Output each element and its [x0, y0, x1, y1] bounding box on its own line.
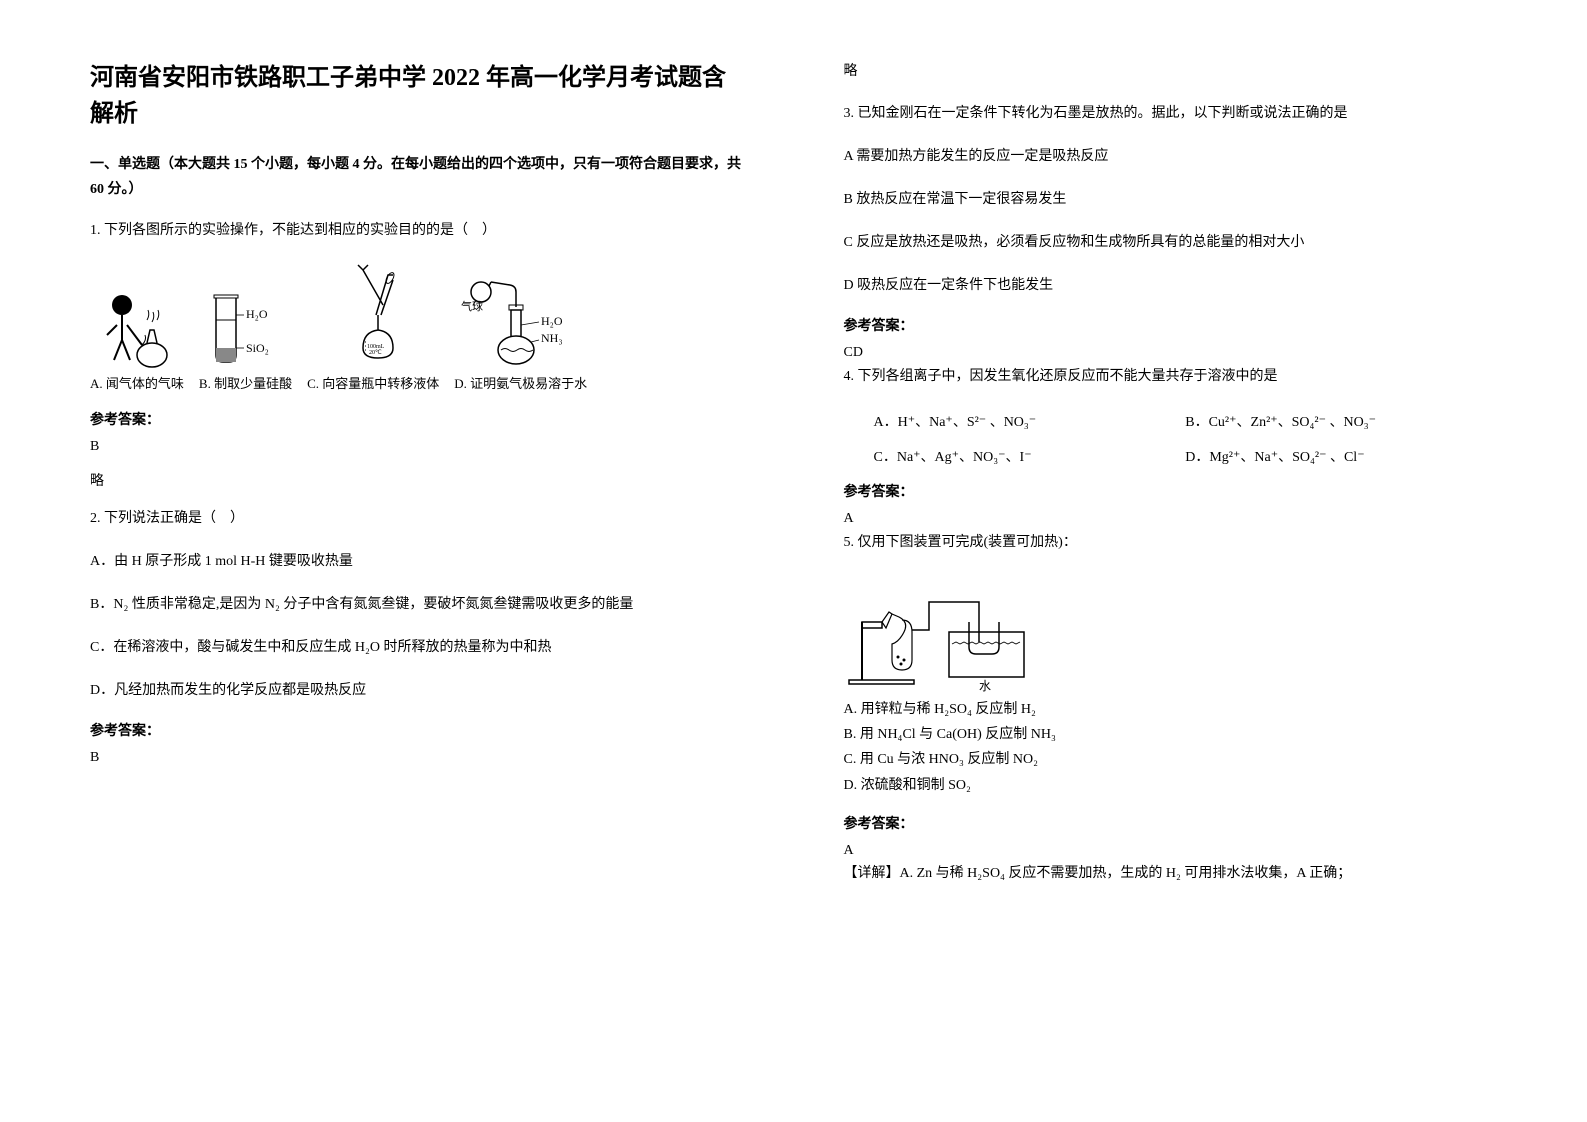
svg-text:20℃: 20℃	[369, 350, 382, 356]
q3-opt-a: A 需要加热方能发生的反应一定是吸热反应	[844, 143, 1498, 171]
question-3: 3. 已知金刚石在一定条件下转化为石墨是放热的。据此，以下判断或说法正确的是	[844, 100, 1498, 128]
question-text: 2. 下列说法正确是（ ）	[90, 511, 244, 526]
section-header: 一、单选题（本大题共 15 个小题，每小题 4 分。在每小题给出的四个选项中，只…	[90, 152, 744, 202]
q5-opt-a: A. 用锌粒与稀 H₂SO₄ 反应制 H₂	[844, 697, 1498, 722]
opt-b-label: 制取少量硅酸	[214, 376, 292, 391]
q2-opt-d: D．凡经加热而发生的化学反应都是吸热反应	[90, 677, 744, 705]
q1-images: A. 闻气体的气味 H₂O SiO₂ B. 制取少量硅酸	[90, 260, 744, 393]
q2-opt-c: C．在稀溶液中，酸与碱发生中和反应生成 H₂O 时所释放的热量称为中和热	[90, 634, 744, 662]
water-label: 水	[979, 679, 991, 692]
q1-answer: B	[90, 439, 744, 455]
question-text: 5. 仅用下图装置可完成(装置可加热)：	[844, 535, 1077, 550]
q4-opt-c: C．Na⁺、Ag⁺、NO₃⁻、I⁻	[844, 446, 1186, 466]
h2o-label: H₂O	[246, 307, 268, 321]
left-column: 河南省安阳市铁路职工子弟中学 2022 年高一化学月考试题含解析 一、单选题（本…	[0, 0, 794, 1122]
flask-transfer-icon: 100mL 20℃	[328, 260, 418, 370]
question-text: 4. 下列各组离子中，因发生氧化还原反应而不能大量共存于溶液中的是	[844, 369, 1278, 384]
h2o-label-d: H₂O	[541, 314, 563, 328]
answer-label: 参考答案：	[90, 409, 744, 429]
q4-opt-d: D．Mg²⁺、Na⁺、SO₄²⁻ 、Cl⁻	[1185, 446, 1497, 466]
q4-opt-a: A．H⁺、Na⁺、S²⁻ 、NO₃⁻	[844, 411, 1186, 431]
question-1: 1. 下列各图所示的实验操作，不能达到相应的实验目的的是（ ）	[90, 217, 744, 245]
opt-c-label: 向容量瓶中转移液体	[322, 376, 439, 391]
q3-answer: CD	[844, 345, 1498, 361]
answer-label: 参考答案：	[90, 720, 744, 740]
q1-option-b: H₂O SiO₂ B. 制取少量硅酸	[199, 270, 292, 393]
q4-opt-b: B．Cu²⁺、Zn²⁺、SO₄²⁻ 、NO₃⁻	[1185, 411, 1497, 431]
answer-label: 参考答案：	[844, 315, 1498, 335]
question-4: 4. 下列各组离子中，因发生氧化还原反应而不能大量共存于溶液中的是	[844, 363, 1498, 391]
q3-note: 略	[844, 60, 1498, 80]
q5-opt-d: D. 浓硫酸和铜制 SO₂	[844, 773, 1498, 798]
q4-row1: A．H⁺、Na⁺、S²⁻ 、NO₃⁻ B．Cu²⁺、Zn²⁺、SO₄²⁻ 、NO…	[844, 411, 1498, 431]
q1-option-a: A. 闻气体的气味	[90, 270, 184, 393]
q2-answer: B	[90, 750, 744, 766]
q5-answer: A	[844, 843, 1498, 859]
test-tube-icon: H₂O SiO₂	[206, 270, 286, 370]
q2-opt-a: A．由 H 原子形成 1 mol H-H 键要吸收热量	[90, 548, 744, 576]
question-text: 1. 下列各图所示的实验操作，不能达到相应的实验目的的是（ ）	[90, 223, 496, 238]
question-5: 5. 仅用下图装置可完成(装置可加热)：	[844, 529, 1498, 557]
q3-opt-b: B 放热反应在常温下一定很容易发生	[844, 186, 1498, 214]
q2-opt-b: B．N₂ 性质非常稳定,是因为 N₂ 分子中含有氮氮叁键，要破坏氮氮叁键需吸收更…	[90, 591, 744, 619]
q1-note: 略	[90, 470, 744, 490]
q4-answer: A	[844, 511, 1498, 527]
q4-row2: C．Na⁺、Ag⁺、NO₃⁻、I⁻ D．Mg²⁺、Na⁺、SO₄²⁻ 、Cl⁻	[844, 446, 1498, 466]
q5-opt-c: C. 用 Cu 与浓 HNO₃ 反应制 NO₂	[844, 747, 1498, 772]
question-2: 2. 下列说法正确是（ ）	[90, 505, 744, 533]
q3-opt-c: C 反应是放热还是吸热，必须看反应物和生成物所具有的总能量的相对大小	[844, 229, 1498, 257]
q5-opt-b: B. 用 NH₄Cl 与 Ca(OH) 反应制 NH₃	[844, 722, 1498, 747]
q5-explanation: 【详解】A. Zn 与稀 H₂SO₄ 反应不需要加热，生成的 H₂ 可用排水法收…	[844, 861, 1498, 886]
answer-label: 参考答案：	[844, 813, 1498, 833]
sio2-label: SiO₂	[246, 341, 269, 355]
q3-opt-d: D 吸热反应在一定条件下也能发生	[844, 272, 1498, 300]
q1-option-c: 100mL 20℃ C. 向容量瓶中转移液体	[307, 260, 439, 393]
document-title: 河南省安阳市铁路职工子弟中学 2022 年高一化学月考试题含解析	[90, 60, 744, 132]
answer-label: 参考答案：	[844, 481, 1498, 501]
apparatus-icon: 水	[844, 572, 1044, 692]
right-column: 略 3. 已知金刚石在一定条件下转化为石墨是放热的。据此，以下判断或说法正确的是…	[794, 0, 1587, 1122]
smell-gas-icon	[102, 270, 172, 370]
nh3-label: NH₃	[541, 331, 563, 345]
ammonia-setup-icon: 气球 H₂O NH₃	[461, 270, 581, 370]
opt-d-label: 证明氨气极易溶于水	[470, 376, 587, 391]
q1-option-d: 气球 H₂O NH₃ D. 证明氨气极易溶于水	[454, 270, 587, 393]
question-text: 3. 已知金刚石在一定条件下转化为石墨是放热的。据此，以下判断或说法正确的是	[844, 106, 1348, 121]
balloon-label: 气球	[461, 299, 483, 313]
opt-a-label: 闻气体的气味	[106, 376, 184, 391]
